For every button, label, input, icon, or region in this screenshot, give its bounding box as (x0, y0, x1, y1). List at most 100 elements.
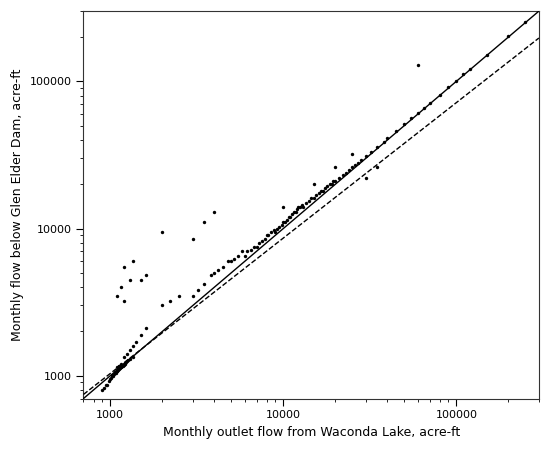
Point (125, 356, 134, 363)
Point (257, 238, 266, 245)
Point (373, 143, 382, 150)
Point (356, 157, 365, 164)
Point (103, 381, 112, 388)
Point (121, 360, 130, 367)
Point (264, 232, 273, 239)
Point (113, 363, 122, 370)
Point (444, 84, 453, 91)
Point (466, 65, 475, 72)
Point (309, 180, 318, 188)
Point (189, 292, 197, 299)
Point (112, 367, 121, 374)
Point (200, 280, 209, 288)
Point (267, 228, 276, 235)
Point (116, 364, 124, 372)
Point (299, 203, 307, 211)
Point (117, 364, 125, 371)
Point (111, 369, 120, 376)
Point (292, 208, 300, 216)
Point (214, 267, 223, 274)
Point (294, 203, 302, 211)
Point (110, 369, 119, 377)
Point (383, 135, 392, 142)
Point (113, 366, 122, 373)
Point (288, 211, 296, 218)
Point (238, 248, 247, 255)
Point (227, 257, 235, 265)
Point (289, 208, 298, 216)
Point (119, 361, 128, 369)
Point (331, 164, 340, 171)
Point (210, 269, 219, 276)
Point (298, 201, 306, 208)
Point (243, 248, 252, 255)
Point (100, 385, 108, 392)
Point (117, 284, 125, 291)
Point (273, 225, 282, 232)
Point (158, 302, 167, 309)
Point (482, 51, 491, 58)
Point (129, 257, 138, 265)
Point (459, 71, 468, 78)
Point (158, 228, 167, 235)
Point (136, 276, 145, 283)
Point (119, 298, 128, 305)
Point (165, 298, 174, 305)
Point (112, 369, 120, 376)
Point (131, 338, 140, 346)
Point (309, 195, 318, 202)
Point (280, 219, 289, 226)
Point (285, 213, 294, 220)
Point (373, 164, 382, 171)
Point (250, 243, 258, 251)
Point (348, 151, 356, 158)
Point (129, 353, 138, 360)
Point (114, 366, 123, 373)
Point (348, 164, 356, 171)
Point (234, 252, 243, 260)
Point (338, 172, 347, 179)
Point (260, 235, 269, 243)
Point (230, 256, 239, 263)
Point (329, 177, 338, 184)
Point (175, 292, 184, 299)
Point (107, 374, 116, 381)
Point (125, 346, 134, 353)
Point (189, 235, 197, 243)
Point (113, 367, 122, 374)
Point (254, 239, 263, 247)
Point (379, 138, 388, 145)
Point (312, 191, 321, 198)
Point (252, 243, 261, 251)
Point (361, 153, 370, 160)
Point (193, 287, 202, 294)
Point (224, 257, 233, 265)
Point (141, 272, 150, 279)
Point (334, 175, 343, 182)
Point (123, 351, 131, 358)
Point (420, 104, 428, 112)
Point (277, 222, 286, 229)
Point (293, 206, 301, 213)
Point (115, 365, 124, 372)
Point (319, 187, 328, 194)
Point (118, 363, 127, 370)
Point (246, 246, 255, 253)
Point (117, 360, 125, 368)
Point (521, 18, 530, 26)
Y-axis label: Monthly flow below Glen Elder Dam, acre-ft: Monthly flow below Glen Elder Dam, acre-… (11, 69, 24, 341)
Point (283, 216, 292, 223)
Point (414, 109, 422, 117)
Point (219, 263, 228, 270)
Point (115, 362, 124, 369)
Point (452, 77, 461, 84)
Point (301, 199, 310, 206)
Point (354, 159, 362, 166)
Point (342, 169, 350, 176)
Point (122, 359, 130, 366)
Point (117, 363, 126, 370)
Point (323, 182, 332, 189)
Point (345, 166, 354, 174)
Point (119, 353, 128, 360)
Point (114, 363, 123, 370)
